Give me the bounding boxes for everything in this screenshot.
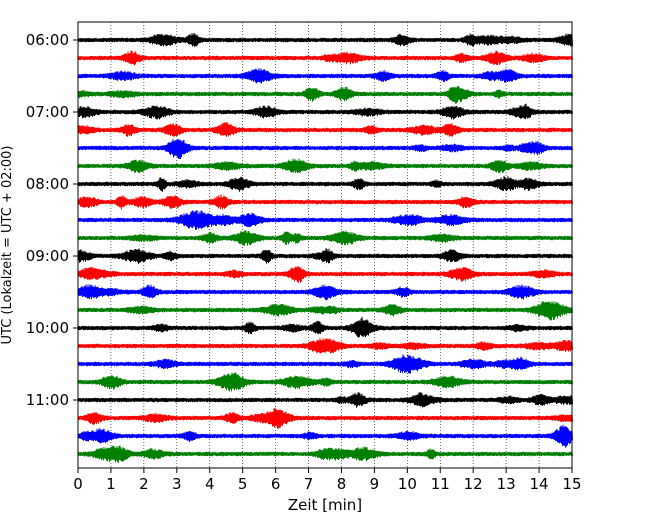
x-tick-label: 8	[337, 475, 347, 493]
trace-0700	[77, 103, 573, 120]
trace-0845	[77, 230, 573, 246]
trace-0745	[77, 158, 573, 174]
y-tick-label: 07:00	[26, 103, 69, 121]
trace-0800	[77, 176, 573, 192]
x-tick-label: 0	[73, 475, 83, 493]
x-axis: 0 1 2 3 4 5 6 7 8 9 10 11 12 13 14 15	[73, 468, 582, 493]
plot-frame	[77, 21, 573, 469]
trace-0830	[77, 210, 573, 230]
trace-0715	[77, 122, 573, 137]
x-tick-label: 10	[398, 475, 417, 493]
trace-0615	[77, 50, 573, 66]
y-tick-label: 06:00	[26, 31, 69, 49]
x-tick-label: 4	[205, 475, 215, 493]
y-tick-label: 09:00	[26, 247, 69, 265]
trace-1000	[77, 316, 573, 338]
x-tick-label: 5	[238, 475, 248, 493]
x-tick-label: 6	[271, 475, 281, 493]
y-axis: 06:00 07:00 08:00 09:00 10:00 11:00	[26, 31, 78, 409]
trace-0600	[77, 33, 573, 47]
trace-0930	[77, 284, 573, 301]
trace-1130	[77, 424, 573, 448]
trace-0900	[77, 248, 573, 264]
trace-1115	[77, 408, 573, 429]
y-tick-label: 08:00	[26, 175, 69, 193]
trace-1015	[77, 338, 573, 354]
x-tick-label: 7	[304, 475, 314, 493]
x-tick-label: 12	[464, 475, 483, 493]
x-tick-label: 11	[431, 475, 450, 493]
y-axis-label: UTC (Lokalzeit = UTC + 02:00)	[0, 146, 15, 345]
trace-1145	[77, 445, 573, 463]
x-tick-label: 9	[370, 475, 380, 493]
trace-1045	[77, 372, 573, 392]
x-tick-label: 14	[530, 475, 549, 493]
seismic-traces	[77, 33, 573, 463]
x-tick-label: 3	[172, 475, 182, 493]
y-tick-label: 10:00	[26, 319, 69, 337]
trace-0730	[77, 139, 573, 160]
trace-0945	[77, 301, 573, 321]
plot-area	[78, 22, 572, 468]
x-tick-label: 13	[497, 475, 516, 493]
trace-0915	[77, 266, 573, 283]
trace-0645	[77, 86, 573, 104]
trace-1030	[77, 354, 573, 374]
x-tick-label: 15	[562, 475, 581, 493]
grid-lines	[110, 22, 540, 468]
x-tick-label: 1	[106, 475, 116, 493]
y-tick-label: 11:00	[26, 391, 69, 409]
trace-1100	[77, 392, 573, 408]
trace-0630	[77, 67, 573, 84]
x-axis-label: Zeit [min]	[288, 496, 362, 514]
trace-0815	[77, 194, 573, 210]
x-tick-label: 2	[139, 475, 149, 493]
